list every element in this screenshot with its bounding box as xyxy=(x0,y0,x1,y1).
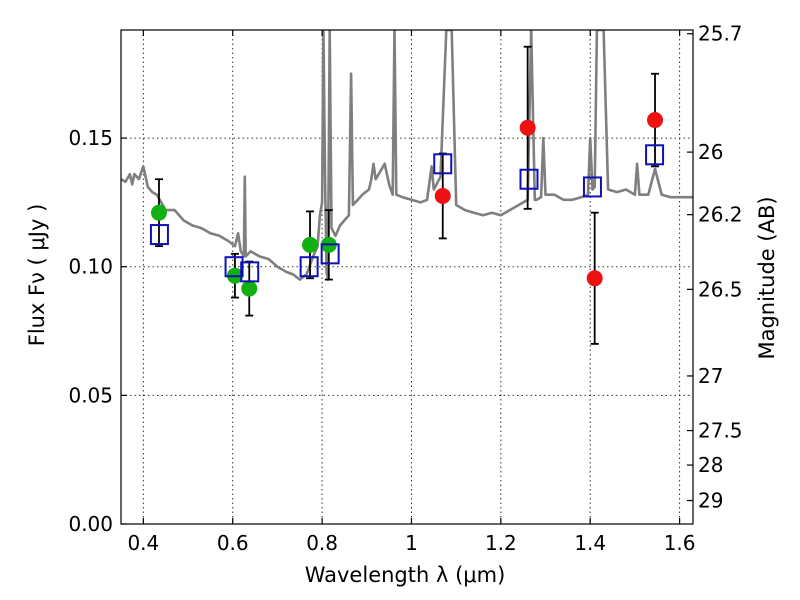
x-tick-label: 1 xyxy=(405,531,418,555)
y-tick-label: 0.15 xyxy=(68,126,113,150)
data-point-circle xyxy=(519,119,536,136)
right-y-tick-label: 27 xyxy=(698,364,723,388)
right-y-tick-label: 27.5 xyxy=(698,419,743,443)
grid xyxy=(121,30,693,525)
model-point-square xyxy=(224,256,244,278)
data-point-circle xyxy=(434,187,451,204)
y-tick-label: 0.05 xyxy=(68,383,113,407)
right-y-tick-label: 25.7 xyxy=(698,22,743,46)
data-point-circle xyxy=(586,270,603,287)
axes: 0.4 0.6 0.8 1 1.2 1.4 1.6 0.00 0.05 0.10 0.15 25.7 2… xyxy=(68,22,742,555)
model-point-square xyxy=(519,168,539,190)
right-y-tick-label: 26.5 xyxy=(698,277,743,301)
right-y-tick-label: 26.2 xyxy=(698,203,743,227)
right-y-tick-label: 26 xyxy=(698,140,723,164)
data-point-circle xyxy=(302,236,319,253)
model-point-square xyxy=(582,176,602,198)
model-point-square xyxy=(320,243,340,265)
data-point-circle xyxy=(647,112,664,129)
right-y-tick-label: 28 xyxy=(698,453,723,477)
model-spectrum-line xyxy=(121,30,693,281)
y-tick-label: 0.00 xyxy=(68,512,113,536)
x-tick-label: 0.6 xyxy=(217,531,249,555)
model-spectrum xyxy=(121,30,693,281)
data-markers xyxy=(149,112,665,297)
x-tick-label: 1.2 xyxy=(485,531,517,555)
x-tick-label: 0.8 xyxy=(306,531,338,555)
model-point-square xyxy=(299,256,319,278)
y-tick-label: 0.10 xyxy=(68,255,113,279)
model-point-square xyxy=(433,153,453,175)
model-point-square xyxy=(149,224,169,246)
x-axis-label: Wavelength λ (μm) xyxy=(305,563,506,587)
model-point-square xyxy=(240,261,260,283)
data-point-circle xyxy=(241,280,258,297)
plot-frame xyxy=(120,29,694,525)
y-axis-label: Flux Fν ( μJy ) xyxy=(25,204,49,347)
right-y-tick-label: 29 xyxy=(698,489,723,513)
right-y-axis-label: Magnitude (AB) xyxy=(755,196,779,359)
data-point-circle xyxy=(150,204,167,221)
x-tick-label: 0.4 xyxy=(127,531,159,555)
model-point-square xyxy=(645,144,665,166)
x-tick-label: 1.6 xyxy=(664,531,696,555)
x-tick-label: 1.4 xyxy=(574,531,606,555)
